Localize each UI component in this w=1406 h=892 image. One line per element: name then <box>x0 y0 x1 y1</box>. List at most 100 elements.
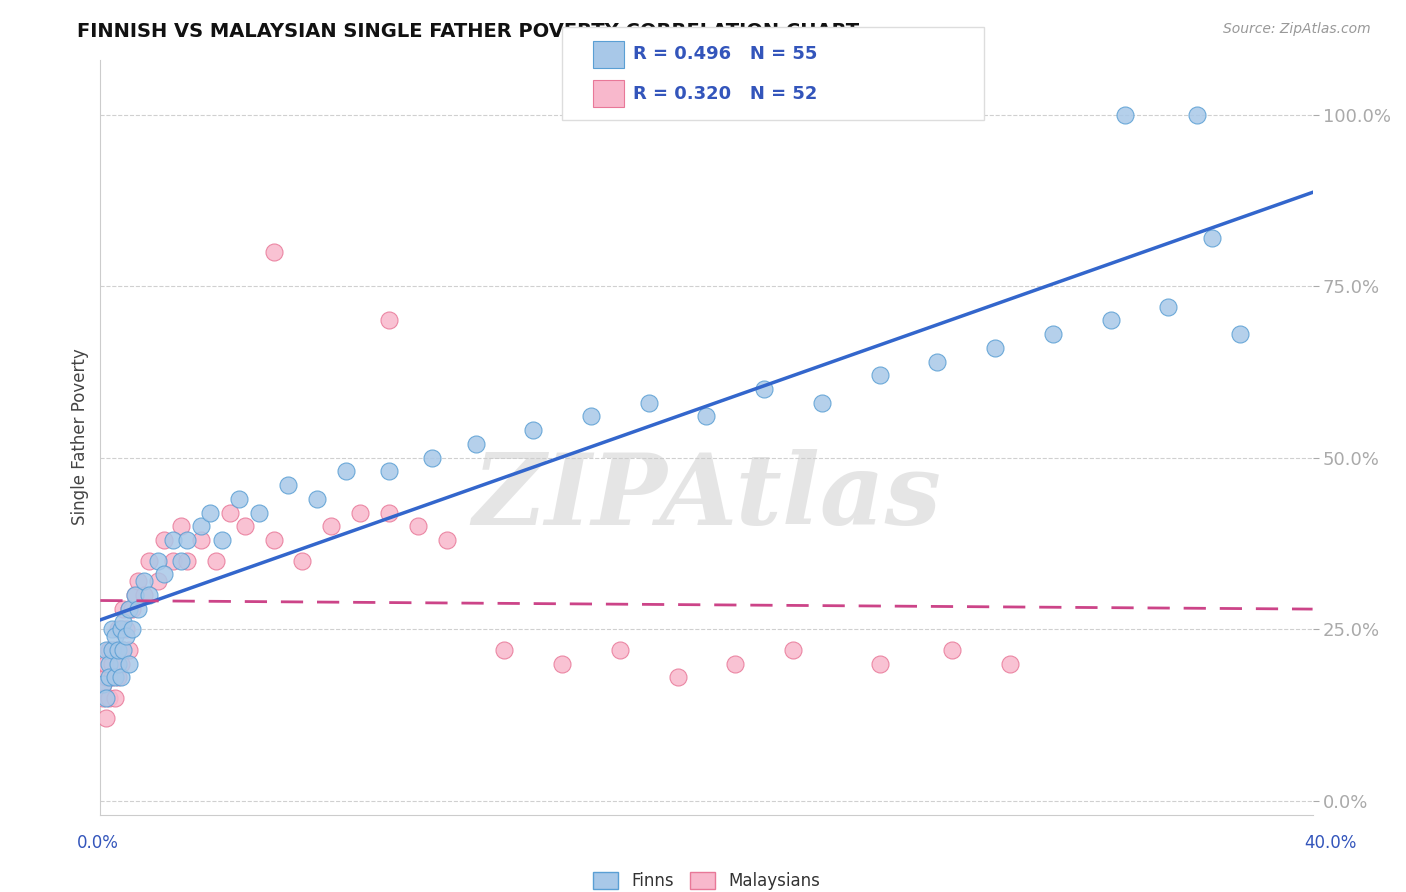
Text: R = 0.320   N = 52: R = 0.320 N = 52 <box>633 85 817 103</box>
Point <box>127 601 149 615</box>
Point <box>204 553 226 567</box>
Text: R = 0.496   N = 55: R = 0.496 N = 55 <box>633 45 817 63</box>
Point <box>666 670 689 684</box>
Point <box>263 533 285 547</box>
Point <box>998 657 1021 671</box>
Point <box>1114 107 1136 121</box>
Point <box>190 533 212 547</box>
Point <box>170 553 193 567</box>
Point <box>436 533 458 547</box>
Point <box>211 533 233 547</box>
Point <box>121 622 143 636</box>
Point <box>420 450 443 465</box>
Point <box>695 409 717 424</box>
Point <box>162 553 184 567</box>
Point <box>110 622 132 636</box>
Point <box>1042 327 1064 342</box>
Point <box>378 464 401 478</box>
Point <box>118 643 141 657</box>
Point <box>91 690 114 705</box>
Point <box>101 657 124 671</box>
Point <box>112 643 135 657</box>
Point <box>94 643 117 657</box>
Point <box>153 533 176 547</box>
Point <box>305 491 328 506</box>
Point <box>153 567 176 582</box>
Point <box>98 657 121 671</box>
Text: Source: ZipAtlas.com: Source: ZipAtlas.com <box>1223 22 1371 37</box>
Point <box>118 601 141 615</box>
Point <box>146 553 169 567</box>
Point <box>98 690 121 705</box>
Point <box>118 657 141 671</box>
Point <box>228 491 250 506</box>
Point <box>110 657 132 671</box>
Point <box>162 533 184 547</box>
Point <box>335 464 357 478</box>
Point <box>494 643 516 657</box>
Point <box>190 519 212 533</box>
Point <box>104 690 127 705</box>
Point <box>754 382 776 396</box>
Point <box>104 629 127 643</box>
Point <box>112 643 135 657</box>
Point <box>132 574 155 589</box>
Point <box>233 519 256 533</box>
Point <box>104 670 127 684</box>
Text: FINNISH VS MALAYSIAN SINGLE FATHER POVERTY CORRELATION CHART: FINNISH VS MALAYSIAN SINGLE FATHER POVER… <box>77 22 859 41</box>
Point <box>551 657 574 671</box>
Point <box>110 622 132 636</box>
Text: 0.0%: 0.0% <box>77 834 120 852</box>
Point <box>277 478 299 492</box>
Point <box>101 622 124 636</box>
Point <box>124 588 146 602</box>
Point <box>782 643 804 657</box>
Point <box>107 657 129 671</box>
Point <box>1185 107 1208 121</box>
Text: 40.0%: 40.0% <box>1305 834 1357 852</box>
Point <box>101 643 124 657</box>
Point <box>118 601 141 615</box>
Point <box>94 711 117 725</box>
Point <box>724 657 747 671</box>
Point <box>132 588 155 602</box>
Point <box>115 629 138 643</box>
Point <box>138 588 160 602</box>
Point <box>94 690 117 705</box>
Point <box>94 670 117 684</box>
Point <box>124 588 146 602</box>
Point <box>121 601 143 615</box>
Point <box>107 643 129 657</box>
Point <box>98 643 121 657</box>
Point <box>291 553 314 567</box>
Point <box>378 506 401 520</box>
Point <box>941 643 963 657</box>
Y-axis label: Single Father Poverty: Single Father Poverty <box>72 349 89 525</box>
Point <box>349 506 371 520</box>
Point <box>579 409 602 424</box>
Point <box>112 601 135 615</box>
Point <box>115 622 138 636</box>
Point <box>1157 300 1180 314</box>
Point <box>127 574 149 589</box>
Point <box>138 553 160 567</box>
Point <box>91 677 114 691</box>
Point <box>522 423 544 437</box>
Point <box>170 519 193 533</box>
Point <box>107 622 129 636</box>
Point <box>112 615 135 630</box>
Point <box>637 396 659 410</box>
Point <box>176 553 198 567</box>
Point <box>321 519 343 533</box>
Point <box>104 643 127 657</box>
Point <box>406 519 429 533</box>
Point <box>464 437 486 451</box>
Point <box>869 657 891 671</box>
Point <box>811 396 834 410</box>
Point <box>1229 327 1251 342</box>
Point <box>1201 231 1223 245</box>
Legend: Finns, Malaysians: Finns, Malaysians <box>586 865 827 892</box>
Point <box>176 533 198 547</box>
Point <box>98 670 121 684</box>
Point <box>110 670 132 684</box>
